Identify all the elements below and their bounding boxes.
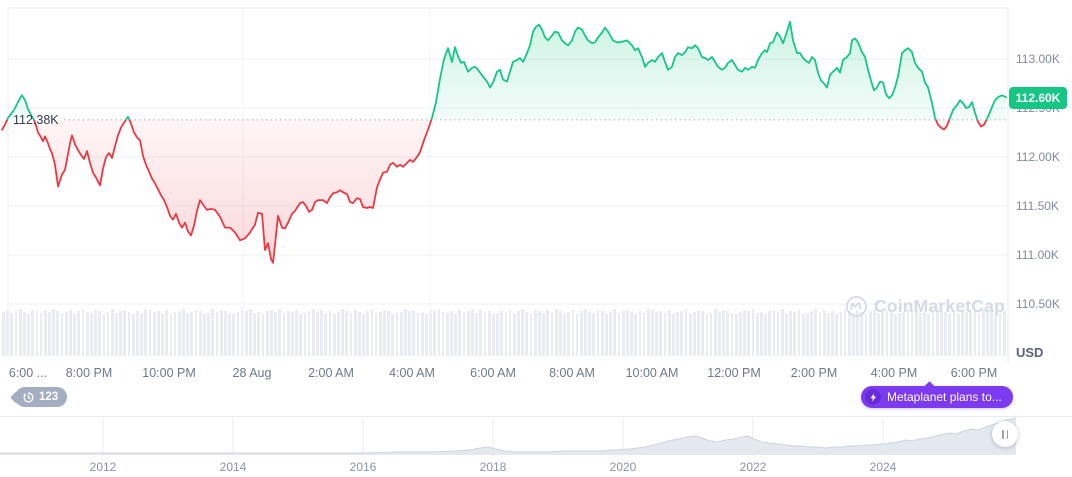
baseline-price-label: 112.38K <box>13 113 59 127</box>
y-axis-unit-label: USD <box>1016 345 1044 360</box>
minimap-area-chart <box>0 417 1017 456</box>
x-axis-tick: 4:00 PM <box>870 366 918 380</box>
news-text: Metaplanet plans to... <box>887 390 1002 404</box>
x-axis-tick: 10:00 PM <box>142 366 196 380</box>
x-axis-tick: 10:00 AM <box>625 366 679 380</box>
minimap-year-tick: 2024 <box>869 460 897 474</box>
x-axis-tick: 6:00 ... <box>8 366 48 380</box>
volume-bars <box>2 300 1007 356</box>
range-minimap[interactable]: 2012 2014 2016 2018 2020 2022 2024 <box>0 416 1072 477</box>
minimap-year-tick: 2022 <box>739 460 767 474</box>
y-axis-tick: 113.00K <box>1016 52 1060 66</box>
minimap-year-tick: 2018 <box>479 460 507 474</box>
x-axis-tick: 6:00 AM <box>470 366 516 380</box>
x-axis-tick: 8:00 AM <box>549 366 595 380</box>
bolt-icon <box>865 389 881 405</box>
x-axis-tick: 12:00 PM <box>707 366 761 380</box>
minimap-year-tick: 2016 <box>349 460 377 474</box>
x-axis: 6:00 ... 8:00 PM 10:00 PM 28 Aug 2:00 AM 4:00… <box>0 366 1072 382</box>
y-axis-tick: 111.00K <box>1016 248 1059 262</box>
history-count: 123 <box>39 391 59 403</box>
x-axis-tick: 8:00 PM <box>65 366 113 380</box>
y-axis-tick: 111.50K <box>1016 199 1059 213</box>
history-events-badge[interactable]: 123 <box>10 387 68 407</box>
x-axis-tick: 6:00 PM <box>950 366 998 380</box>
minimap-year-tick: 2012 <box>89 460 117 474</box>
minimap-year-axis: 2012 2014 2016 2018 2020 2022 2024 <box>0 460 1072 476</box>
x-axis-tick: 2:00 PM <box>790 366 838 380</box>
news-annotation-badge[interactable]: Metaplanet plans to... <box>861 380 1013 408</box>
minimap-year-tick: 2020 <box>609 460 637 474</box>
minimap-year-tick: 2014 <box>219 460 247 474</box>
last-price-badge: 112.60K <box>1009 87 1067 109</box>
range-drag-handle[interactable] <box>992 421 1018 447</box>
x-axis-tick: 2:00 AM <box>308 366 354 380</box>
history-clock-icon <box>23 392 34 402</box>
y-axis-tick: 112.00K <box>1016 150 1060 164</box>
y-axis: 113.00K112.50K112.00K111.50K111.00K110.5… <box>1016 0 1072 477</box>
watermark-text: CoinMarketCap <box>874 296 1005 316</box>
x-axis-tick: 28 Aug <box>232 366 272 380</box>
x-axis-tick: 4:00 AM <box>389 366 435 380</box>
watermark: CoinMarketCap <box>845 295 1005 318</box>
coinmarketcap-logo-icon <box>846 296 867 317</box>
y-axis-tick: 110.50K <box>1016 297 1060 311</box>
